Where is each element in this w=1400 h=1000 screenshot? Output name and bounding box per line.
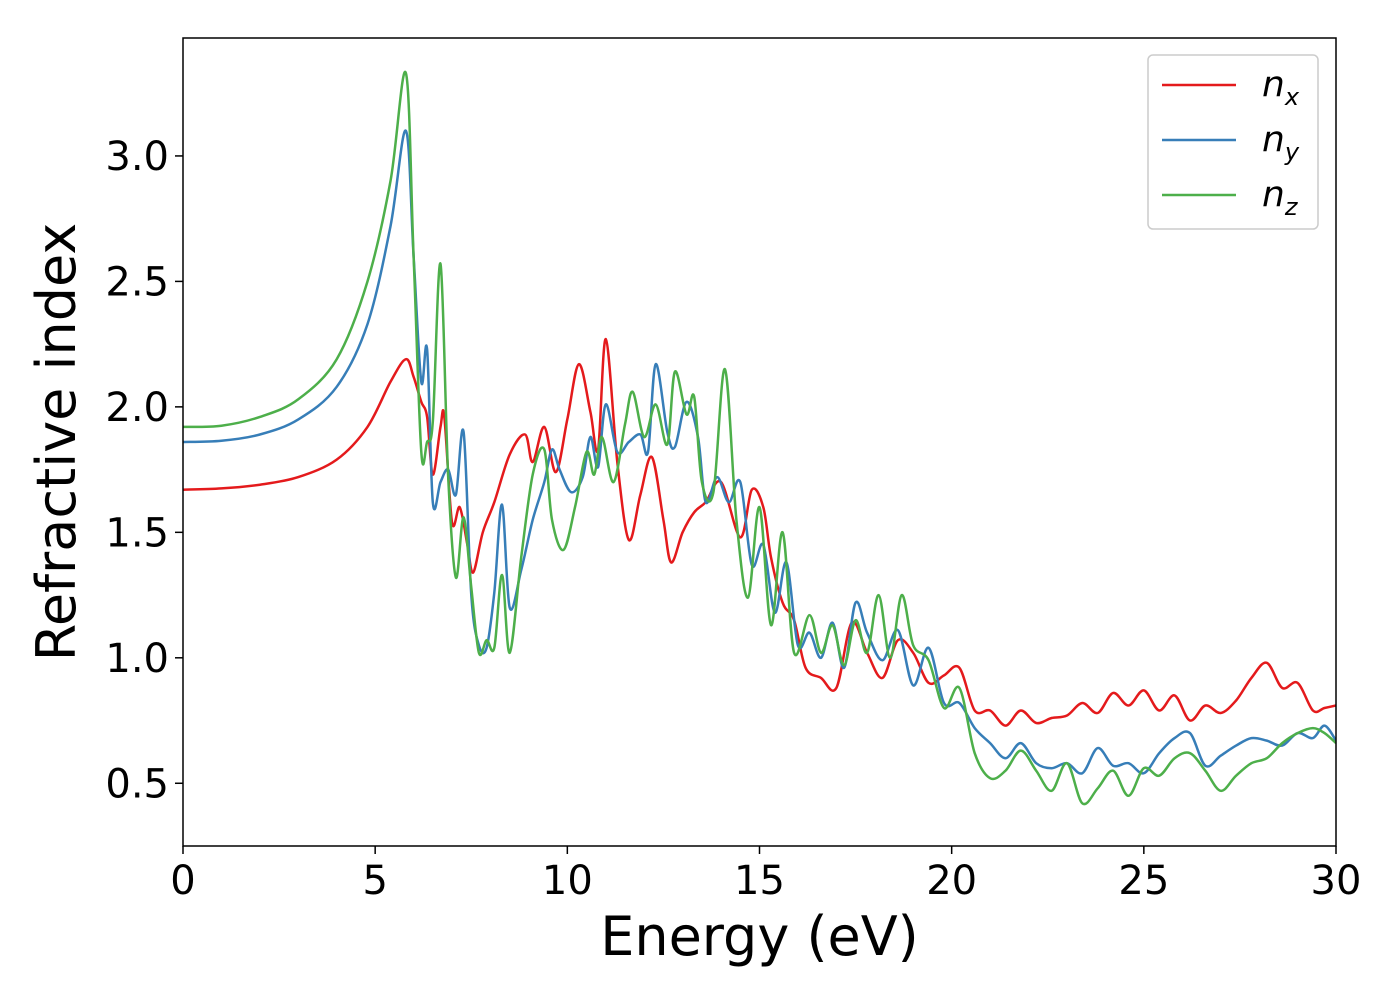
series-line-nx: [183, 337, 1336, 727]
series-line-nz: [183, 70, 1336, 806]
x-tick-label: 10: [542, 858, 593, 904]
series-layer: [183, 70, 1336, 806]
y-tick-label: 1.5: [105, 510, 169, 556]
legend: nx ny nz: [1147, 54, 1319, 230]
legend-label-ny: ny: [1262, 119, 1300, 166]
legend-box: [1147, 54, 1319, 230]
x-tick-label: 30: [1311, 858, 1362, 904]
y-tick-label: 2.5: [105, 259, 169, 305]
x-tick-label: 20: [926, 858, 977, 904]
y-tick-label: 1.0: [105, 636, 169, 682]
x-tick-label: 25: [1118, 858, 1169, 904]
y-tick-label: 0.5: [105, 761, 169, 807]
legend-label-nx: nx: [1262, 64, 1300, 111]
y-tick-label: 2.0: [105, 385, 169, 431]
y-axis-label: Refractive index: [25, 223, 88, 662]
y-tick-label: 3.0: [105, 134, 169, 180]
x-tick-label: 5: [362, 858, 387, 904]
legend-label-nz: nz: [1262, 174, 1299, 221]
x-tick-label: 15: [734, 858, 785, 904]
x-tick-label: 0: [170, 858, 195, 904]
x-axis-ticks: 0 5 10 15 20 25 30: [170, 846, 1361, 904]
y-axis-ticks: 0.5 1.0 1.5 2.0 2.5 3.0: [105, 134, 183, 807]
x-axis-label: Energy (eV): [600, 905, 919, 968]
